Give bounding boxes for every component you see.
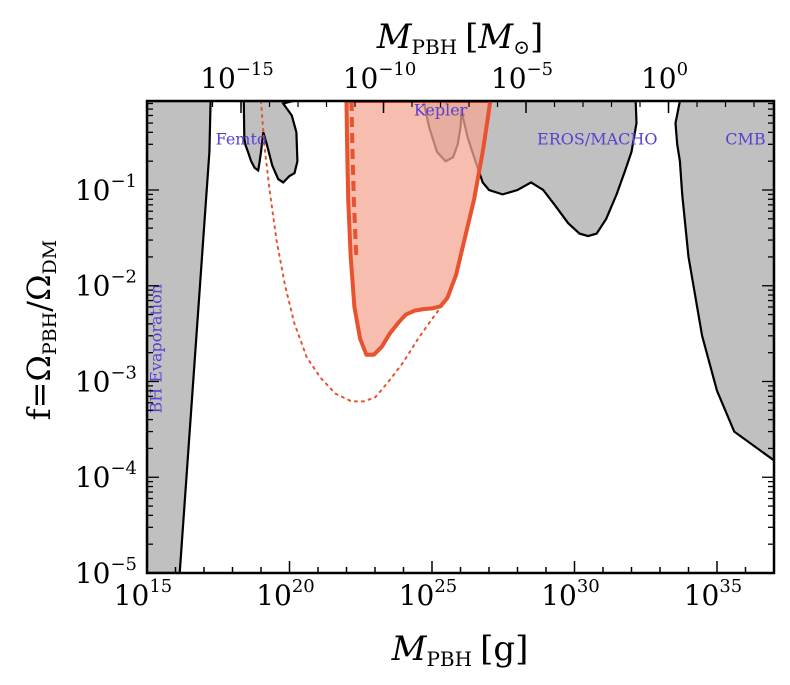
x-tick-label: 1015 [114,576,173,612]
x-tick-label: 1025 [399,576,458,612]
y-axis-label: f=ΩPBH/ΩDM [20,240,61,421]
region-label-kepler: Kepler [414,100,468,119]
series-projection-dashed-5 [349,101,359,257]
y-tick-label: 10−2 [75,267,137,303]
y-tick-label: 10−3 [75,362,137,398]
region-label-cmb: CMB [725,129,765,148]
top-x-axis-label: MPBH [M⊙] [376,17,544,59]
plot-area [147,101,774,573]
y-tick-label: 10−1 [75,171,137,207]
top-x-tick-label: 10−10 [343,59,417,95]
x-tick-label: 1020 [256,576,315,612]
y-tick-label: 10−5 [75,554,137,590]
top-x-tick-label: 100 [641,59,688,95]
series-projection-4 [344,101,493,357]
series-projection-dotted-6 [260,101,445,403]
region-label-eros-macho: EROS/MACHO [537,129,657,148]
region-label-bh-evaporation: BH Evaporation [146,284,165,414]
x-tick-label: 1030 [541,576,600,612]
top-x-tick-label: 10−15 [200,59,274,95]
x-tick-label: 1035 [684,576,743,612]
region-label-femto: Femto [216,129,267,148]
series-constraint-3 [674,101,774,462]
y-tick-label: 10−4 [75,458,137,494]
x-axis-label: MPBH [g] [391,629,529,671]
series-constraint-1 [235,101,299,184]
series-constraint-0 [147,101,212,573]
top-x-tick-label: 10−5 [491,59,553,95]
axis-ticks: 1015 1020 1025 1030 1035 10−15 10−10 10−5 100 10−… [75,59,775,612]
